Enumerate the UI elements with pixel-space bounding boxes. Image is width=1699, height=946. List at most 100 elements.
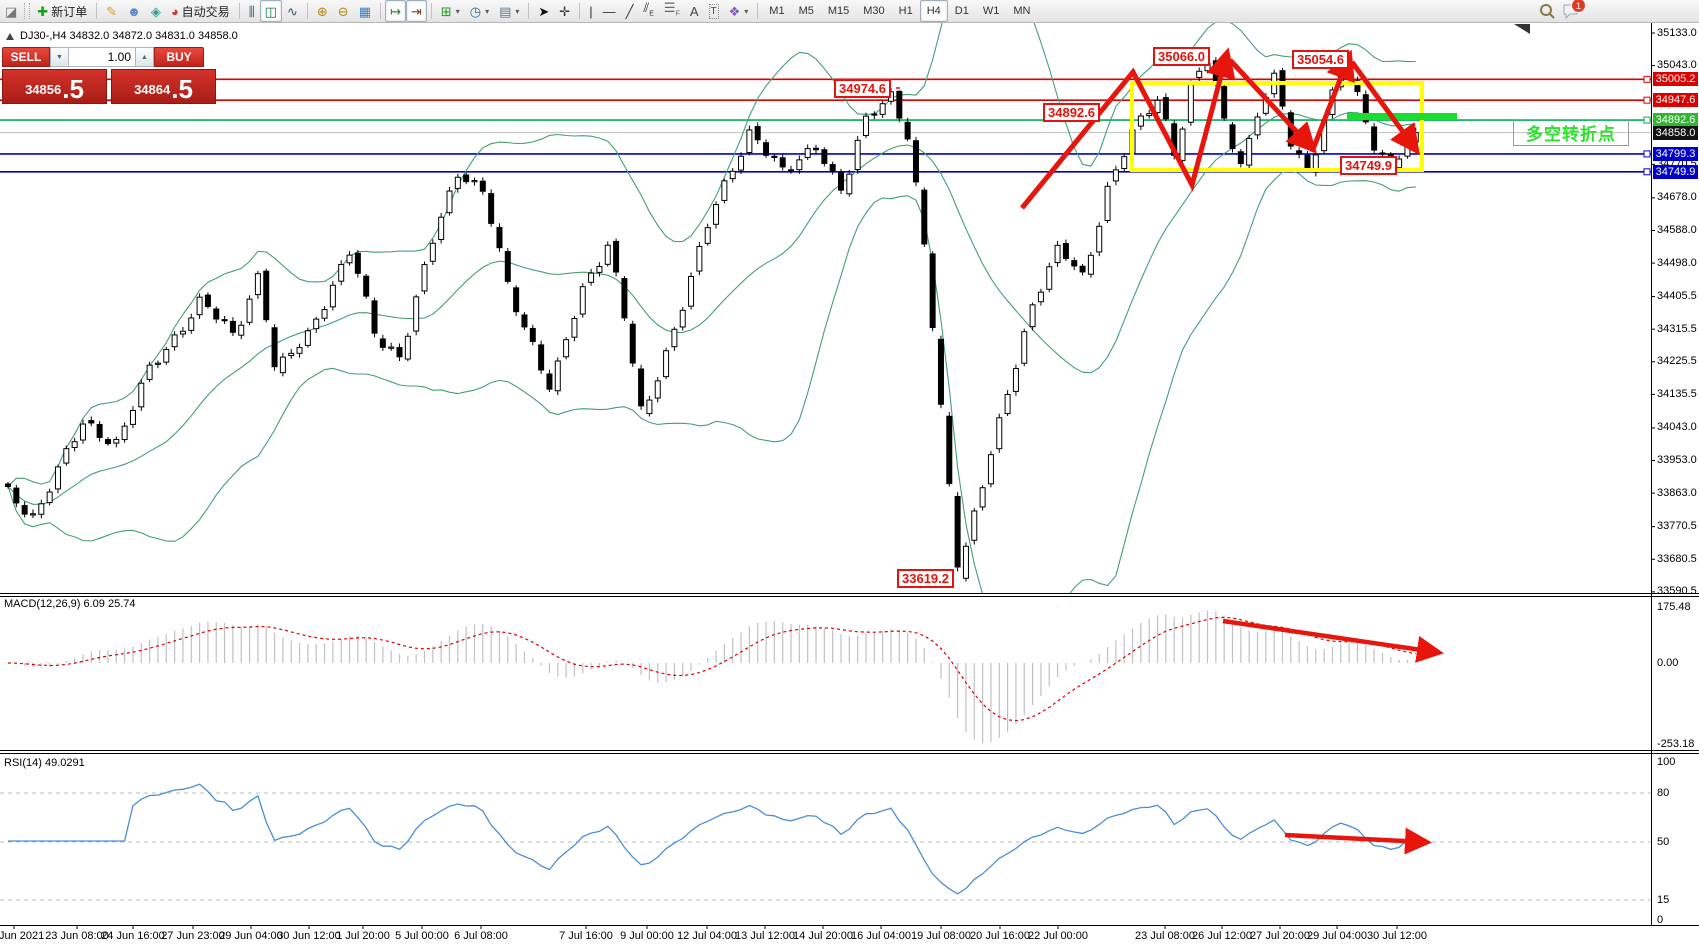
cursor-icon: ➤ [538, 3, 550, 19]
zoom-in-button[interactable]: ⊕ [312, 0, 333, 22]
price-label-annotation[interactable]: 34749.9 [1340, 156, 1397, 175]
volume-decrease-button[interactable]: ▼ [50, 47, 69, 67]
candle [1229, 124, 1236, 150]
channel-tool[interactable]: ⫽E [638, 0, 658, 22]
chart-shift-button[interactable]: ⇥ [405, 0, 427, 22]
sell-button[interactable]: SELL [2, 47, 50, 67]
price-label-annotation[interactable]: 35066.0 [1153, 47, 1210, 66]
chevron-down-icon[interactable]: ▾ [485, 6, 490, 16]
candle [763, 142, 770, 156]
candle [1104, 185, 1111, 221]
volume-increase-button[interactable]: ▲ [135, 47, 154, 67]
time-tick: 13 Jul 12:00 [735, 930, 795, 942]
tile-windows-button[interactable]: ▦ [354, 0, 376, 22]
zoom-in-icon: ⊕ [316, 3, 328, 19]
candle [563, 339, 570, 358]
trendline-tool[interactable]: ╱ [621, 0, 639, 22]
timeframe-m5[interactable]: M5 [798, 5, 814, 17]
vertical-line-tool[interactable]: | [584, 0, 597, 22]
bollinger-band [7, 111, 1416, 505]
fibonacci-tool[interactable]: ☰F [659, 0, 685, 22]
indicators-button[interactable]: ⊞ ▾ [436, 0, 465, 22]
text-label-tool[interactable]: T [704, 0, 724, 22]
candle [138, 382, 145, 408]
buy-price[interactable]: 34864 .5 [111, 69, 216, 104]
horizontal-line-tool[interactable]: — [598, 0, 621, 22]
candle [846, 173, 853, 195]
candle [196, 296, 203, 316]
candle [746, 129, 753, 154]
notification-bubble[interactable]: 1 [1562, 0, 1586, 20]
arrows-tool[interactable]: ❖ ▾ [724, 0, 754, 22]
price-label-annotation[interactable]: 34892.6 [1043, 103, 1100, 122]
price-label-annotation[interactable]: 35054.6 [1292, 50, 1349, 69]
chevron-down-icon[interactable]: ▾ [744, 6, 749, 16]
time-tick: 24 Jun 16:00 [101, 930, 165, 942]
highlighter-button[interactable]: ✎ [101, 0, 122, 22]
templates-button[interactable]: ▤ ▾ [494, 0, 524, 22]
timeframe-h1[interactable]: H1 [898, 5, 913, 17]
cursor-tool[interactable]: ➤ [533, 0, 554, 22]
chevron-down-icon[interactable]: ▾ [455, 6, 460, 16]
periods-button[interactable]: ◷ ▾ [465, 0, 494, 22]
timeframe-h4[interactable]: H4 [919, 0, 948, 22]
candle [146, 364, 153, 380]
candle [1196, 70, 1203, 78]
candle [279, 356, 286, 374]
price-label-annotation[interactable]: 33619.2 [897, 569, 954, 588]
timeframe-mn[interactable]: MN [1013, 5, 1031, 17]
sell-price[interactable]: 34856 .5 [2, 69, 107, 104]
bar-chart-button[interactable]: ⫼ [244, 0, 260, 22]
candle [471, 180, 478, 183]
note-annotation[interactable]: 多空转折点 [1513, 119, 1629, 146]
candle [979, 487, 986, 508]
bar-chart-icon: ⫼ [248, 3, 255, 19]
separator [528, 3, 530, 19]
auto-scroll-icon: ↦ [389, 3, 401, 19]
candle [829, 164, 836, 172]
horizontal-line-icon: — [602, 3, 616, 19]
timeframe-m15[interactable]: M15 [827, 5, 850, 17]
price-label-annotation[interactable]: 34974.6 [834, 79, 891, 98]
separator [238, 3, 240, 19]
candle [21, 505, 28, 515]
candle [1246, 137, 1253, 166]
candle [104, 438, 111, 445]
candlestick-chart-button[interactable]: ◫ [259, 0, 282, 22]
chart-title: DJ30-,H4 34832.0 34872.0 34831.0 34858.0 [6, 30, 238, 42]
search-icon[interactable] [1538, 2, 1556, 20]
timeframe-d1[interactable]: D1 [954, 5, 969, 17]
time-tick: 23 Jun 08:00 [45, 930, 109, 942]
rsi-axis-tick: 100 [1657, 755, 1676, 768]
auto-scroll-button[interactable]: ↦ [384, 0, 406, 22]
candle [1354, 80, 1361, 93]
clock-icon: ◷ [469, 3, 482, 19]
timeframe-m1[interactable]: M1 [769, 5, 785, 17]
price-tick: 33770.5 [1657, 520, 1697, 533]
candle [721, 180, 728, 201]
time-tick: 9 Jul 00:00 [620, 930, 674, 942]
zoom-out-button[interactable]: ⊖ [333, 0, 354, 22]
candle [929, 253, 936, 328]
profile-button[interactable]: ☻ [122, 0, 146, 22]
chevron-down-icon[interactable]: ▾ [515, 6, 520, 16]
autotrading-button[interactable]: ◕ 自动交易 [170, 3, 230, 19]
candle [1379, 152, 1386, 155]
crosshair-tool[interactable]: ✛ [554, 0, 575, 22]
time-tick: 23 Jul 08:00 [1135, 930, 1195, 942]
buy-button[interactable]: BUY [154, 47, 204, 67]
candle [96, 424, 103, 438]
candle [179, 330, 186, 335]
signal-button[interactable]: ◈ [146, 0, 166, 22]
text-tool[interactable]: A [685, 0, 704, 22]
timeframe-m30[interactable]: M30 [863, 5, 885, 17]
line-chart-button[interactable]: ∿ [282, 0, 303, 22]
new-order-button[interactable]: ✚ 新订单 [37, 3, 88, 19]
candle [446, 190, 453, 214]
candle [1237, 151, 1244, 165]
volume-input[interactable]: 1.00 [69, 47, 135, 67]
candle [604, 244, 611, 265]
zoom-out-icon: ⊖ [337, 3, 349, 19]
timeframe-w1[interactable]: W1 [982, 5, 1000, 17]
